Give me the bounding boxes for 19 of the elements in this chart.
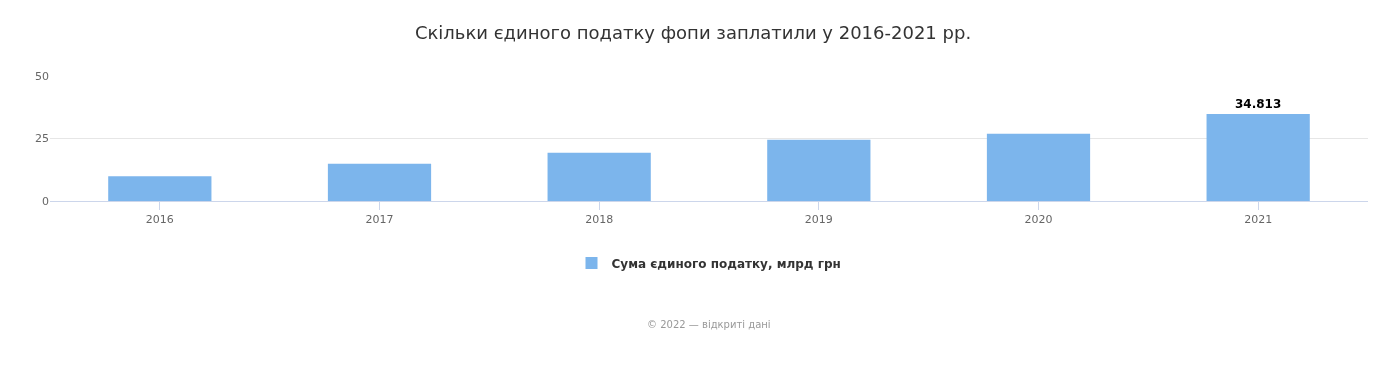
bar	[327, 163, 432, 201]
x-tick-label: 2019	[804, 213, 833, 227]
bar	[767, 139, 871, 201]
data-label: 34.813	[1235, 96, 1282, 111]
bar	[108, 176, 212, 201]
legend-label: Сума єдиного податку, млрд грн	[611, 256, 841, 271]
bar	[986, 133, 1091, 201]
x-tick-label: 2021	[1244, 213, 1273, 227]
x-tick-label: 2016	[145, 213, 174, 227]
x-tick-label: 2020	[1024, 213, 1053, 227]
chart-title: Скільки єдиного податку фопи заплатили у 2016-2021 рр.	[414, 21, 972, 43]
x-tick-label: 2018	[585, 213, 614, 227]
bar	[547, 152, 651, 201]
text: © 2022 — відкриті дані	[647, 319, 771, 330]
y-tick-label: 50	[35, 69, 49, 83]
y-tick-label: 0	[42, 194, 49, 208]
bar	[1206, 113, 1310, 201]
y-tick-label: 25	[35, 132, 49, 146]
x-tick-label: 2017	[365, 213, 394, 227]
